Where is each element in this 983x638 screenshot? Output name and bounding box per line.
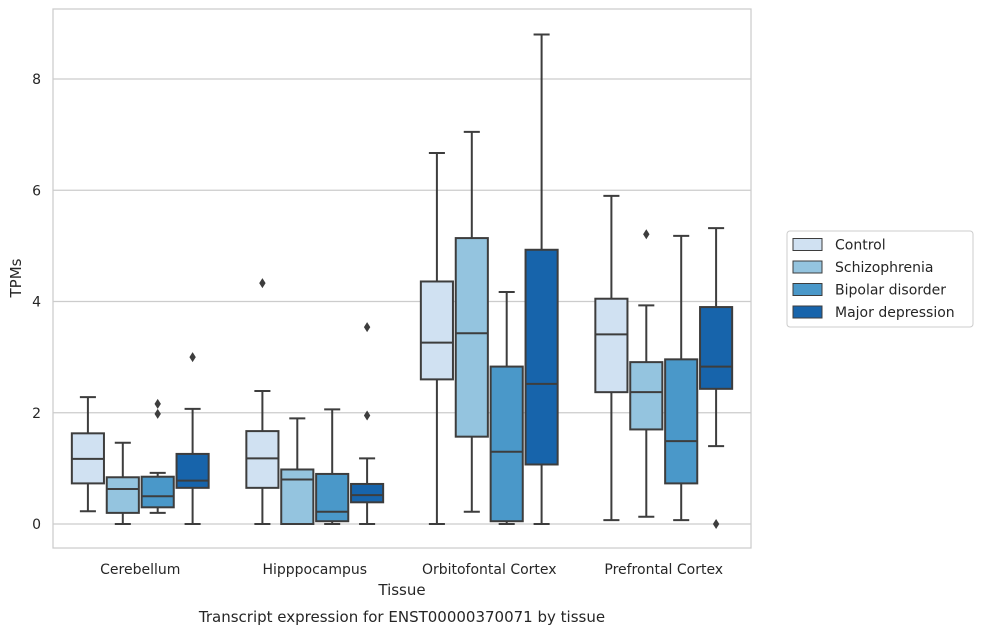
boxplot-control	[419, 151, 454, 525]
outlier-point	[189, 352, 196, 363]
x-axis-label: Tissue	[377, 581, 425, 599]
legend-frame	[786, 230, 974, 328]
box	[245, 430, 280, 489]
x-tick-label: Orbitofontal Cortex	[422, 562, 557, 578]
box	[489, 365, 524, 523]
x-tick-label: Hipppocampus	[262, 562, 367, 578]
legend-swatch	[792, 283, 823, 296]
y-tick-label: 8	[32, 72, 41, 88]
x-tick-labels: Cerebellum Hipppocampus Orbitofontal Corte…	[100, 562, 723, 578]
outlier-point	[363, 410, 371, 421]
box	[315, 472, 350, 523]
box	[105, 476, 140, 514]
box	[454, 237, 489, 438]
box	[419, 280, 454, 381]
boxplot-major-depression	[699, 227, 734, 529]
box	[280, 468, 315, 525]
outlier-point	[154, 408, 161, 419]
boxplot-control	[70, 396, 105, 513]
y-tick-label: 2	[32, 406, 41, 422]
outlier-point	[363, 322, 371, 333]
outlier-point	[643, 229, 650, 240]
box	[664, 358, 699, 485]
boxplot-control	[245, 278, 280, 525]
boxplot-major-depression	[175, 352, 210, 525]
outlier-point	[154, 398, 161, 409]
y-tick-label: 0	[32, 517, 41, 533]
x-tick-label: Cerebellum	[100, 562, 180, 578]
boxplots	[70, 33, 734, 529]
boxplot-schizophrenia	[280, 417, 315, 525]
legend-label: Bipolar disorder	[835, 283, 946, 299]
boxplot-control	[594, 194, 629, 522]
legend-swatch	[792, 238, 823, 251]
box	[594, 297, 629, 394]
chart-caption: Transcript expression for ENST0000037007…	[198, 608, 605, 626]
boxplot-bipolar-disorder	[489, 291, 524, 525]
legend-label: Major depression	[835, 305, 955, 321]
boxplot-schizophrenia	[454, 130, 489, 513]
plot-frame	[52, 8, 752, 549]
outlier-point	[259, 278, 266, 289]
boxplot-bipolar-disorder	[315, 408, 350, 525]
y-tick-label: 6	[32, 183, 41, 199]
box	[629, 361, 664, 431]
legend: Control Schizophrenia Bipolar disorder Majo…	[786, 230, 974, 328]
y-axis-label: TPMs	[7, 258, 25, 298]
boxplot-major-depression	[350, 322, 385, 525]
outlier-point	[712, 519, 720, 529]
boxplot-major-depression	[524, 33, 559, 525]
boxplot-schizophrenia	[105, 441, 140, 525]
y-tick-label: 4	[32, 295, 41, 311]
box	[350, 482, 385, 504]
box	[140, 475, 175, 509]
y-tick-labels: 0 2 4 6 8	[32, 72, 41, 533]
x-tick-label: Prefrontal Cortex	[604, 562, 723, 578]
legend-swatch	[792, 305, 823, 319]
boxplot-bipolar-disorder	[664, 234, 699, 522]
boxplot-schizophrenia	[629, 229, 664, 518]
legend-label: Schizophrenia	[835, 260, 933, 276]
box	[524, 248, 559, 466]
legend-label: Control	[835, 238, 886, 254]
box	[699, 306, 734, 390]
legend-swatch	[792, 260, 823, 274]
boxplot-bipolar-disorder	[140, 398, 175, 514]
box	[175, 452, 210, 489]
